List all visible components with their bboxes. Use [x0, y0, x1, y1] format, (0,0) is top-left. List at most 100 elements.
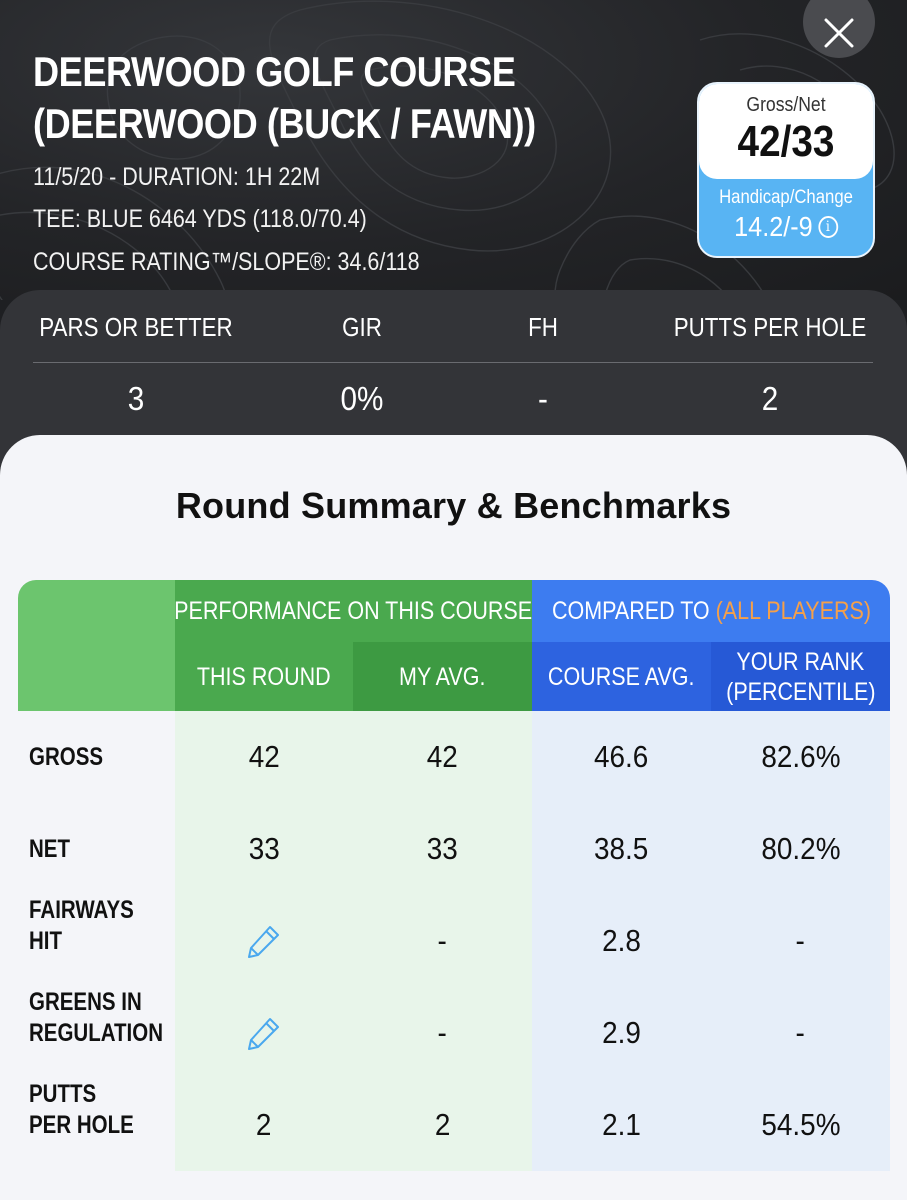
cell-this-round [175, 895, 353, 987]
row-label-column [18, 711, 175, 1171]
group-header-performance: PERFORMANCE ON THIS COURSE [175, 580, 532, 642]
compared-body [532, 711, 890, 1171]
gross-net-value: 42/33 [737, 117, 835, 166]
stat-label: PUTTS PER HOLE [673, 312, 867, 342]
stat-label: PARS OR BETTER [39, 312, 233, 342]
section-title: Round Summary & Benchmarks [175, 485, 732, 526]
column-header-my-avg-label: MY AVG. [399, 662, 486, 691]
pencil-icon[interactable] [246, 923, 282, 959]
cell-this-round [175, 987, 353, 1079]
column-header-your-rank-line-1: YOUR RANK [736, 647, 865, 676]
cell-rank: - [711, 987, 890, 1079]
handicap-change-label: Handicap/Change [719, 187, 853, 208]
cell-rank: 54.5% [711, 1079, 890, 1171]
cell-course-avg: 46.6 [532, 711, 711, 803]
cell-value: 42 [426, 739, 459, 774]
row-label: FAIRWAYS HIT [18, 895, 175, 987]
row-label-text: REGULATION [29, 1019, 164, 1047]
stats-divider [33, 362, 873, 363]
row-label: GREENS IN REGULATION [18, 987, 175, 1079]
cell-value: 2.8 [602, 923, 641, 958]
column-header-course-avg: COURSE AVG. [532, 642, 711, 711]
compared-to-prefix: COMPARED TO [551, 597, 716, 625]
score-summary-card[interactable]: Gross/Net 42/33 Handicap/Change 14.2/-9 … [697, 82, 875, 258]
close-icon [824, 18, 854, 48]
cell-this-round: 33 [175, 803, 353, 895]
performance-body [175, 711, 532, 1171]
cell-my-avg: 42 [353, 711, 532, 803]
column-header-course-avg-label: COURSE AVG. [548, 662, 695, 691]
handicap-change-value: 14.2/-9 [734, 211, 813, 242]
handicap-panel: Handicap/Change 14.2/-9 i [699, 187, 873, 243]
stat-value: 3 [127, 380, 145, 417]
row-label: GROSS [18, 711, 175, 803]
cell-rank: - [711, 895, 890, 987]
cell-course-avg: 38.5 [532, 803, 711, 895]
cell-my-avg: - [353, 987, 532, 1079]
column-header-this-round-label: THIS ROUND [197, 662, 331, 691]
group-header-performance-label: PERFORMANCE ON THIS COURSE [174, 597, 533, 625]
round-date-duration: 11/5/20 - DURATION: 1H 22M [33, 163, 321, 191]
row-label-text: PUTTS [29, 1080, 97, 1108]
column-header-my-avg: MY AVG. [353, 642, 532, 711]
cell-value: - [437, 923, 448, 958]
compared-to-all-players[interactable]: (ALL PLAYERS) [715, 597, 871, 625]
row-label: NET [18, 803, 175, 895]
table-corner-cell [18, 580, 175, 711]
cell-value: 33 [426, 831, 459, 866]
row-label: PUTTS PER HOLE [18, 1079, 175, 1171]
cell-value: 82.6% [760, 739, 841, 774]
row-label-text: PER HOLE [29, 1111, 134, 1139]
topographic-contour-background [0, 0, 895, 300]
cell-my-avg: - [353, 895, 532, 987]
cell-my-avg: 2 [353, 1079, 532, 1171]
course-rating-slope: COURSE RATING™/SLOPE®: 34.6/118 [33, 248, 420, 276]
row-label-text: HIT [29, 927, 63, 955]
pencil-icon[interactable] [246, 1015, 282, 1051]
group-header-compared: COMPARED TO (ALL PLAYERS) [532, 580, 890, 642]
column-header-this-round: THIS ROUND [175, 642, 353, 711]
stat-label: GIR [342, 312, 382, 342]
gross-net-label: Gross/Net [746, 94, 826, 116]
cell-value: - [795, 1015, 806, 1050]
column-header-your-rank-line-2: (PERCENTILE) [725, 677, 876, 706]
cell-value: - [795, 923, 806, 958]
info-icon[interactable]: i [818, 216, 838, 238]
course-title: DEERWOOD GOLF COURSE (DEERWOOD (BUCK / F… [33, 46, 536, 150]
stat-value: 2 [761, 380, 779, 417]
cell-value: 2.1 [602, 1107, 641, 1142]
cell-rank: 82.6% [711, 711, 890, 803]
stat-label: FH [528, 312, 558, 342]
benchmark-table: PERFORMANCE ON THIS COURSE COMPARED TO (… [18, 580, 890, 1171]
cell-value: 33 [248, 831, 280, 866]
row-label-text: GROSS [29, 742, 104, 771]
row-label-text: NET [29, 834, 70, 863]
cell-value: - [437, 1015, 448, 1050]
stat-value: - [538, 380, 548, 417]
course-title-line-1: DEERWOOD GOLF COURSE [33, 48, 516, 95]
cell-my-avg: 33 [353, 803, 532, 895]
row-label-text: FAIRWAYS [29, 896, 134, 924]
row-label-text: GREENS IN [29, 988, 142, 1016]
cell-value: 38.5 [594, 831, 649, 866]
column-header-your-rank: YOUR RANK (PERCENTILE) [711, 642, 890, 711]
cell-value: 46.6 [594, 739, 649, 774]
group-header-compared-label: COMPARED TO (ALL PLAYERS) [551, 596, 870, 626]
round-header: DEERWOOD GOLF COURSE (DEERWOOD (BUCK / F… [0, 0, 907, 300]
gross-net-panel: Gross/Net 42/33 [699, 84, 873, 179]
cell-value: 2.9 [602, 1015, 641, 1050]
cell-course-avg: 2.9 [532, 987, 711, 1079]
cell-value: 54.5% [760, 1107, 841, 1142]
cell-rank: 80.2% [711, 803, 890, 895]
cell-course-avg: 2.8 [532, 895, 711, 987]
course-title-line-2: (DEERWOOD (BUCK / FAWN)) [33, 100, 536, 147]
stat-value: 0% [340, 380, 384, 417]
cell-value: 2 [434, 1107, 451, 1142]
cell-course-avg: 2.1 [532, 1079, 711, 1171]
round-summary-panel: Round Summary & Benchmarks PERFORMANCE O… [0, 435, 907, 1200]
close-button[interactable] [803, 0, 875, 58]
cell-value: 80.2% [760, 831, 841, 866]
cell-this-round: 42 [175, 711, 353, 803]
cell-value: 2 [256, 1107, 272, 1142]
cell-value: 42 [248, 739, 280, 774]
